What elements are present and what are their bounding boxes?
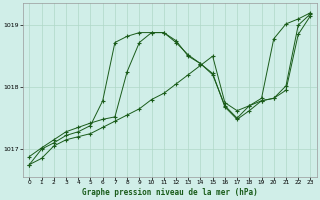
X-axis label: Graphe pression niveau de la mer (hPa): Graphe pression niveau de la mer (hPa)	[82, 188, 258, 197]
